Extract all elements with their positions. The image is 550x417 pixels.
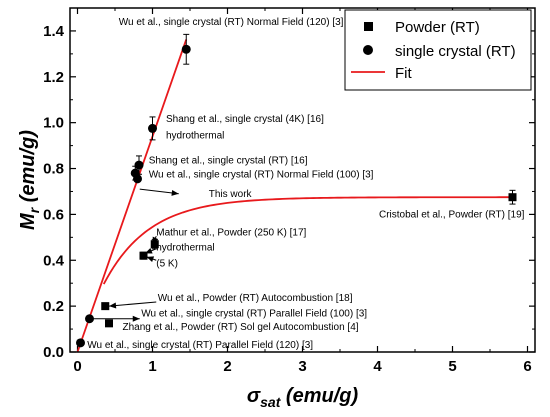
x-tick-label: 3: [298, 358, 306, 375]
x-tick-label: 1: [148, 358, 156, 375]
tick-labels: 0 1 2 3 4 5 6 0.0 0.2 0.4 0.6 0.8 1.0 1.2 1.4: [43, 23, 532, 375]
single-crystal-point: [133, 174, 142, 184]
annotation-label: hydrothermal: [166, 130, 224, 141]
fit-line-linear: [76, 39, 188, 353]
legend-entry-single-crystal: single crystal (RT): [395, 43, 516, 60]
single-crystal-point: [148, 123, 157, 133]
annotation-label: Zhang et al., Powder (RT) Sol gel Autoco…: [123, 322, 359, 333]
y-tick-label: 1.2: [43, 69, 64, 86]
y-axis-title: Mr (emu/g): [17, 130, 42, 230]
x-axis-title-main: σ: [247, 385, 261, 407]
annotation-arrows: [92, 188, 179, 322]
annotation-label: (5 K): [156, 259, 178, 270]
powder-point: [101, 302, 110, 311]
y-tick-label: 1.4: [43, 23, 65, 40]
annotation-label: Wu et al., single crystal (RT) Parallel …: [141, 308, 367, 319]
y-tick-label: 0.2: [43, 298, 64, 315]
single-crystal-point: [76, 338, 85, 348]
y-tick-label: 0.4: [43, 252, 65, 269]
annotation-arrow-line: [108, 301, 157, 307]
single-crystal-point: [134, 160, 144, 170]
annotation-label: Mathur et al., Powder (250 K) [17]: [156, 228, 306, 239]
annotation-label: Shang et al., single crystal (RT) [16]: [149, 156, 308, 167]
x-tick-label: 2: [223, 358, 231, 375]
x-tick-label: 0: [73, 358, 81, 375]
arrow-head-icon: [146, 256, 155, 262]
plot-frame: [69, 7, 536, 353]
single-crystal-point: [181, 44, 191, 54]
annotation-label: Cristobal et al., Powder (RT) [19]: [379, 209, 525, 220]
y-tick-label: 0.6: [43, 206, 64, 223]
y-tick-label: 0.8: [43, 161, 64, 178]
powder-point: [508, 193, 517, 202]
annotation-label: Shang et al., single crystal (4K) [16]: [166, 114, 324, 125]
y-tick-label: 0.0: [43, 344, 64, 361]
y-axis-title-main: M: [17, 212, 39, 230]
legend-entry-fit: Fit: [395, 65, 412, 82]
y-axis-title-unit: (emu/g): [17, 130, 39, 208]
legend-entry-powder: Powder (RT): [395, 19, 480, 36]
annotation-label: Wu et al., single crystal (RT) Normal Fi…: [119, 17, 344, 28]
powder-point: [150, 240, 159, 249]
fit-curves: [76, 39, 517, 353]
annotation-label: Wu et al., single crystal (RT) Normal Fi…: [149, 169, 374, 180]
arrow-head-icon: [132, 315, 140, 322]
x-tick-label: 5: [448, 358, 456, 375]
powder-point: [105, 319, 113, 328]
y-axis-title-sub: r: [26, 206, 42, 213]
x-tick-label: 6: [523, 358, 531, 375]
annotation-label: Wu et al., single crystal (RT) Parallel …: [87, 340, 313, 351]
arrow-head-icon: [171, 189, 179, 196]
legend-square-icon: [364, 22, 373, 31]
x-tick-label: 4: [373, 358, 382, 375]
powder-point: [139, 251, 148, 260]
legend-circle-icon: [363, 45, 373, 55]
arrow-head-icon: [109, 302, 117, 309]
annotation-label: This work: [209, 189, 253, 200]
x-axis-title-sub: sat: [260, 394, 282, 410]
single-crystal-point: [85, 314, 94, 324]
annotation-label: hydrothermal: [156, 243, 214, 254]
y-tick-label: 1.0: [43, 115, 64, 132]
annotations: Wu et al., single crystal (RT) Normal Fi…: [87, 17, 524, 351]
data-points: [76, 33, 517, 348]
legend: Powder (RT) single crystal (RT) Fit: [344, 9, 532, 91]
x-axis-title: σsat (emu/g): [247, 385, 359, 410]
annotation-label: Wu et al., Powder (RT) Autocombustion [1…: [158, 293, 353, 304]
legend-box: [344, 9, 532, 91]
fit-line-saturation: [102, 196, 517, 285]
x-axis-title-unit: (emu/g): [280, 385, 358, 407]
